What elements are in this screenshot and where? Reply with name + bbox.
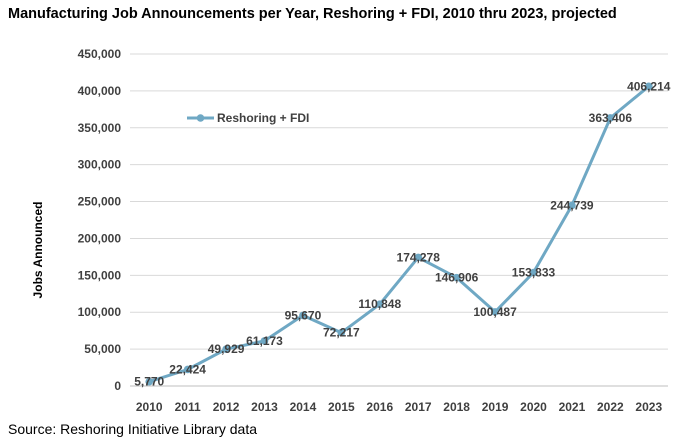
y-tick-label: 450,000 <box>78 47 122 61</box>
data-point <box>183 365 192 374</box>
x-tick-label: 2014 <box>290 400 317 414</box>
y-axis-title: Jobs Announced <box>31 202 45 299</box>
data-label: 146,906 <box>435 271 479 285</box>
data-point <box>375 300 384 309</box>
x-tick-label: 2011 <box>175 400 201 414</box>
x-tick-label: 2013 <box>251 400 278 414</box>
axes: 0 50,000 100,000 150,000 200,000 250,000 300,0… <box>78 47 663 414</box>
x-tick-label: 2015 <box>328 400 355 414</box>
data-point <box>299 311 307 320</box>
x-tick-label: 2016 <box>366 400 393 414</box>
y-tick-label: 150,000 <box>78 268 122 282</box>
data-label: 406,214 <box>627 79 671 93</box>
legend-marker <box>196 114 205 122</box>
y-tick-label: 400,000 <box>78 84 122 98</box>
data-label: 174,278 <box>397 250 441 264</box>
y-tick-label: 0 <box>114 379 121 393</box>
y-tick-label: 300,000 <box>78 158 122 172</box>
data-point <box>568 201 576 210</box>
data-point <box>491 308 499 316</box>
data-point <box>260 337 269 345</box>
source-note: Source: Reshoring Initiative Library dat… <box>8 421 258 437</box>
data-label: 72,217 <box>323 326 360 340</box>
gridlines <box>130 53 668 387</box>
data-point <box>337 328 346 337</box>
x-tick-label: 2021 <box>559 400 586 414</box>
chart-title: Manufacturing Job Announcements per Year… <box>8 6 617 22</box>
series-line <box>148 85 650 384</box>
x-tick-label: 2017 <box>405 400 432 414</box>
data-label: 95,670 <box>285 308 322 322</box>
x-tick-label: 2020 <box>520 400 547 414</box>
data-label: 100,487 <box>473 305 517 319</box>
data-label: 110,848 <box>358 297 401 311</box>
data-point <box>452 273 461 282</box>
y-tick-label: 50,000 <box>84 342 121 356</box>
data-label: 244,739 <box>550 198 594 212</box>
data-point <box>644 82 653 91</box>
x-tick-label: 2022 <box>597 400 624 414</box>
data-point <box>529 268 538 277</box>
y-tick-label: 200,000 <box>78 231 122 245</box>
data-point <box>145 377 154 386</box>
legend-label: Reshoring + FDI <box>217 111 309 125</box>
data-label: 153,833 <box>512 266 556 280</box>
data-label: 61,173 <box>246 334 283 348</box>
x-tick-label: 2023 <box>635 400 662 414</box>
x-tick-label: 2019 <box>482 400 509 414</box>
data-label: 22,424 <box>169 362 206 376</box>
series-reshoring-fdi <box>145 82 653 386</box>
data-point <box>222 345 230 353</box>
data-label: 49,929 <box>208 342 245 356</box>
x-tick-label: 2018 <box>443 400 470 414</box>
data-point <box>414 253 423 262</box>
data-label: 363,406 <box>589 111 633 125</box>
legend: Reshoring + FDI <box>187 111 309 125</box>
data-label: 5,770 <box>134 375 164 389</box>
y-tick-label: 350,000 <box>78 121 122 135</box>
y-tick-label: 100,000 <box>78 305 122 319</box>
data-point <box>606 114 615 122</box>
y-tick-label: 250,000 <box>78 195 122 209</box>
x-tick-label: 2012 <box>213 400 240 414</box>
x-tick-label: 2010 <box>136 400 163 414</box>
